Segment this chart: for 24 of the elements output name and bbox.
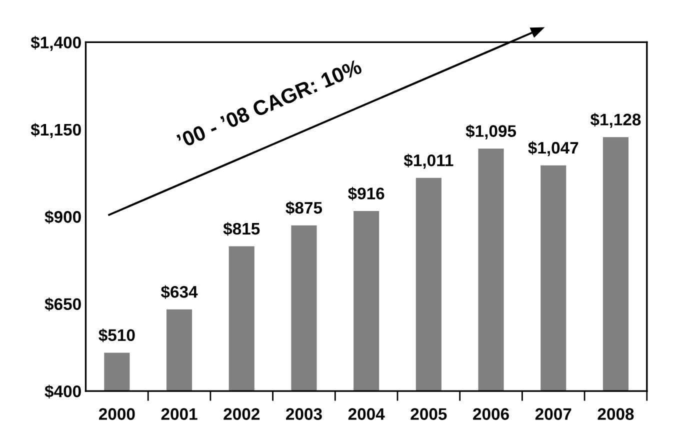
data-label: $815 [223,222,260,236]
data-label: $1,128 [590,112,641,128]
data-label: $510 [98,328,135,342]
data-label: $1,047 [528,141,578,156]
data-label: $1,095 [466,124,516,140]
y-tick-label: $400 [44,384,81,398]
y-tick-label: $1,150 [30,123,81,138]
x-tick-label: 2008 [598,408,634,420]
data-label: $1,011 [404,154,454,169]
x-tick-label: 2001 [161,408,198,420]
data-label: $916 [348,186,384,200]
x-tick-label: 2007 [535,408,572,420]
y-tick-label: $1,400 [30,36,81,51]
y-tick-label: $900 [44,210,81,224]
annotation: ’00 - ’08 CAGR: 10% [176,58,363,149]
y-tick-label: $650 [44,298,81,312]
x-tick-label: 2002 [224,408,260,420]
x-tick-label: 2000 [98,408,135,420]
x-tick-label: 2005 [410,408,447,420]
x-tick-label: 2004 [348,408,385,420]
data-label: $875 [286,201,322,215]
x-tick-label: 2006 [473,408,509,420]
x-tick-label: 2003 [286,408,322,420]
data-label: $634 [160,285,198,299]
